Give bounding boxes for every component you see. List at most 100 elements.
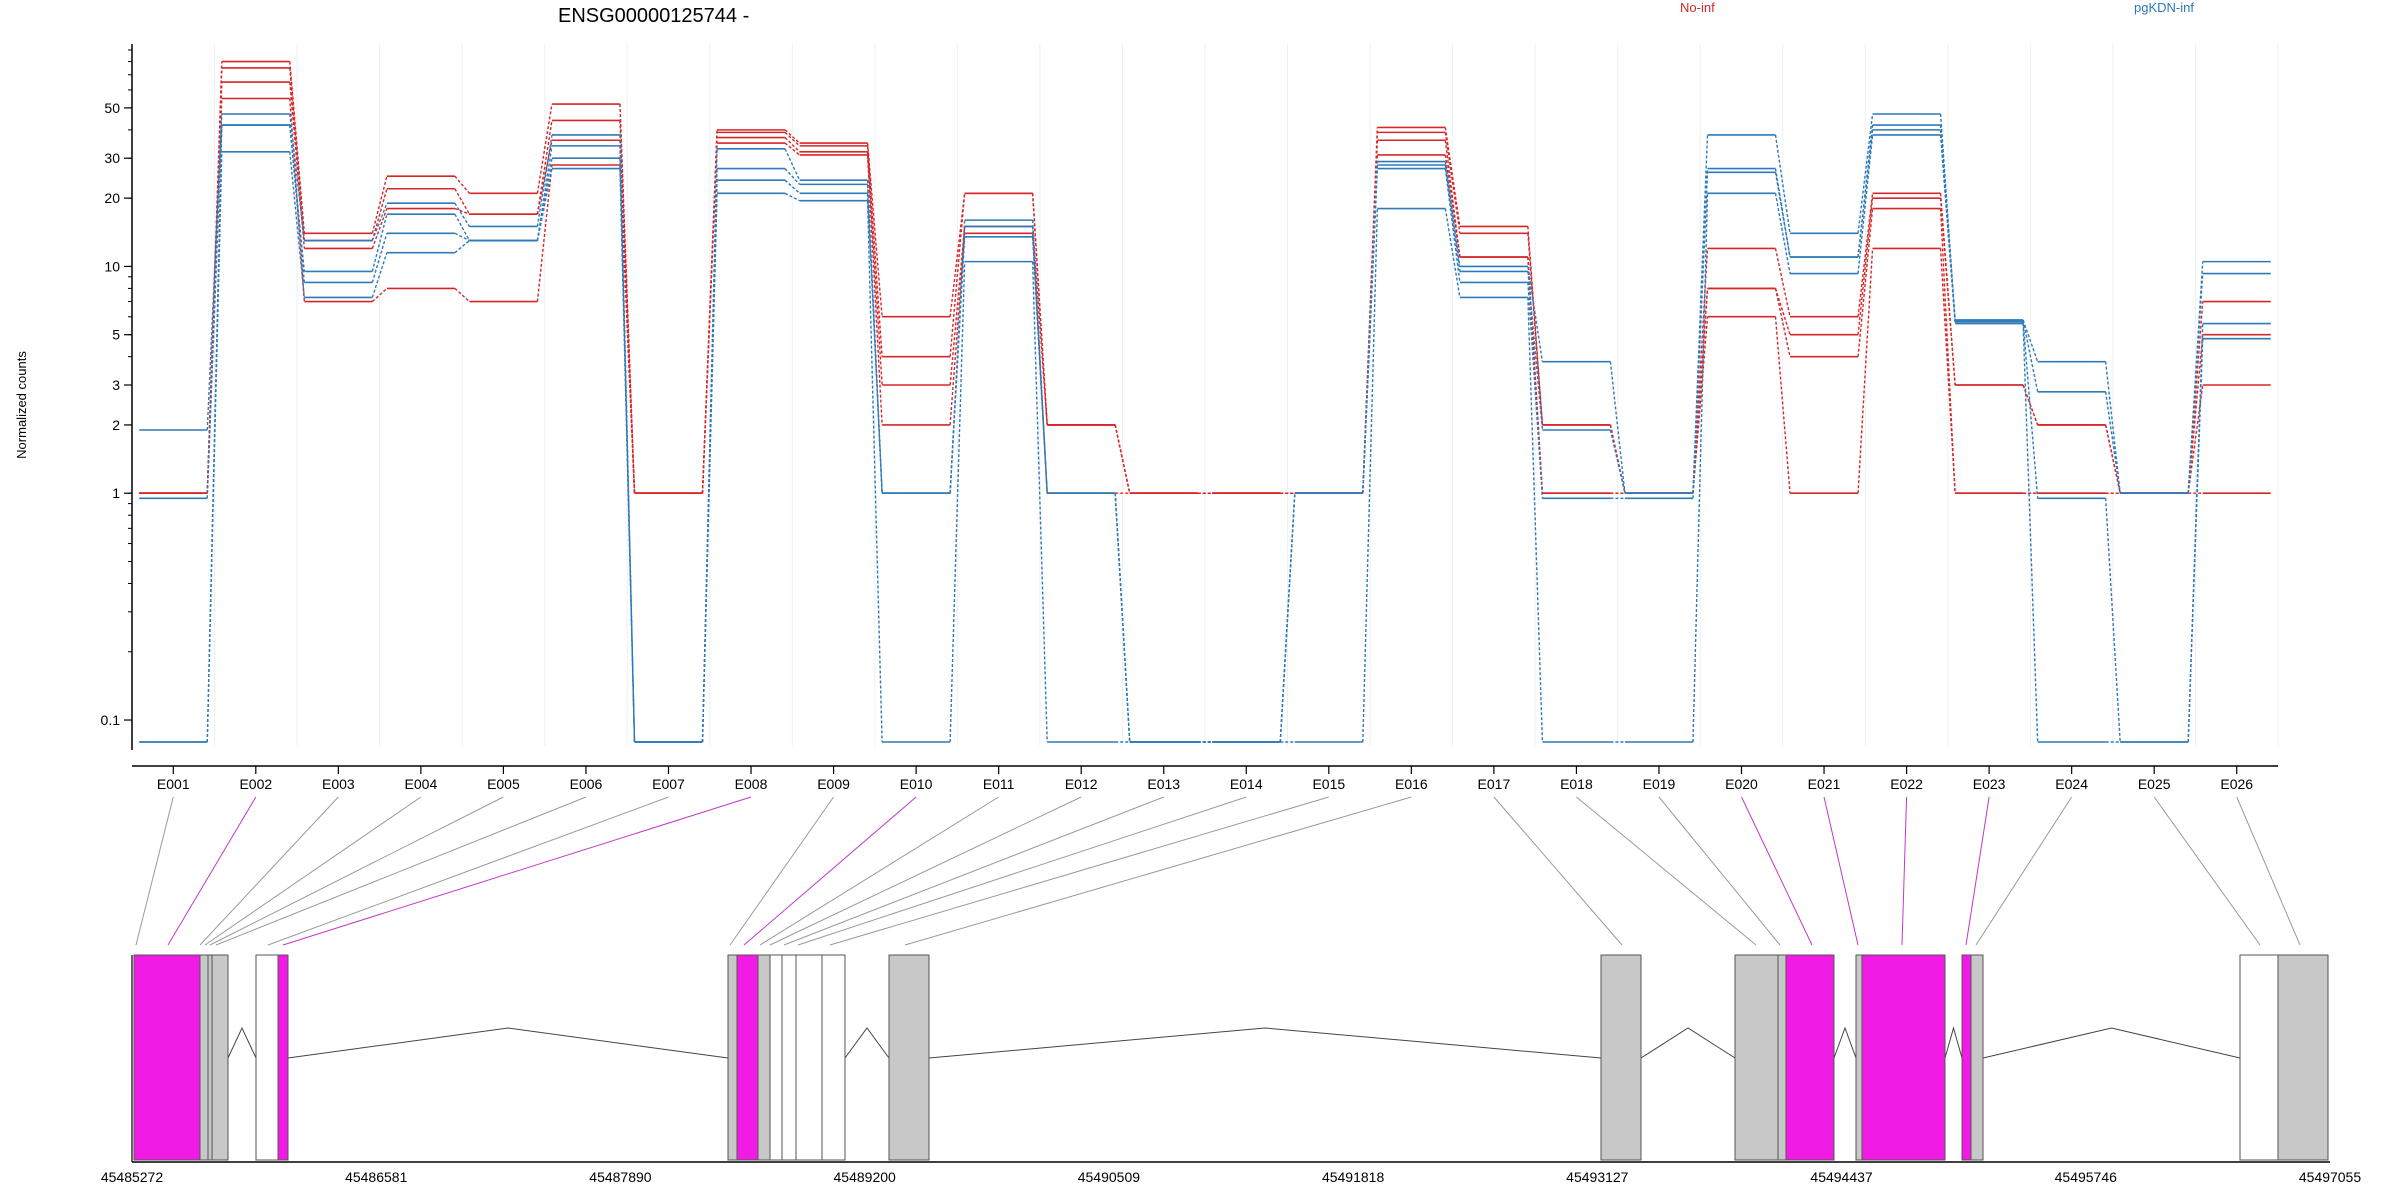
series-connector [1114, 493, 1131, 743]
series-connector [701, 193, 718, 743]
series-connector [1939, 134, 1956, 324]
exon-box [133, 954, 201, 1161]
exon-box [207, 954, 213, 1161]
exon-box [736, 954, 759, 1161]
series-connector [2022, 319, 2039, 362]
series-connector [784, 179, 801, 194]
series-connector [536, 103, 553, 194]
series-connector [1939, 198, 1956, 386]
series-connector [1444, 154, 1461, 258]
coordinate-tick-label: 45491818 [1322, 1169, 1385, 1185]
connector-e014 [797, 796, 1247, 946]
series-connector [536, 164, 553, 302]
series-connector [1774, 134, 1791, 234]
series-7 [139, 134, 2271, 743]
series-connector [206, 113, 223, 431]
series-connector [2187, 384, 2204, 494]
series-connector [866, 145, 883, 357]
connector-e006 [215, 796, 587, 946]
series-connector [289, 124, 306, 272]
x-tick-label-e011: E011 [983, 776, 1015, 792]
intron-line [844, 1027, 890, 1059]
series-connector [1031, 261, 1048, 743]
gene-model: 45485272 45486581 45487890 45489200 45490509… [101, 954, 2362, 1185]
series-connector [289, 67, 306, 241]
series-connector [454, 202, 471, 227]
exon-box [795, 954, 823, 1161]
exon-box [1785, 954, 1835, 1161]
series-connector [206, 151, 223, 743]
y-tick-label: 50 [104, 100, 120, 116]
coordinate-tick-label: 45497055 [2299, 1169, 2362, 1185]
series-connector [1279, 493, 1296, 743]
y-tick-label: 10 [104, 258, 120, 274]
series-connector [1857, 198, 1874, 335]
series-connector [866, 200, 883, 743]
legend-label-no-inf: No-inf [1680, 0, 1715, 15]
y-tick-label: 30 [104, 150, 120, 166]
intron-line [287, 1027, 729, 1059]
series-connector [2187, 338, 2204, 743]
series-connector [536, 134, 553, 227]
y-tick-label: 1 [112, 485, 120, 501]
connector-e026 [2236, 796, 2301, 946]
connector-e015 [829, 796, 1329, 946]
series-connector [1857, 193, 1874, 317]
series-connector [1444, 132, 1461, 234]
exon-box [1734, 954, 1779, 1161]
series-connector [289, 81, 306, 249]
series-connector [2104, 361, 2121, 494]
chart-title: ENSG00000125744 - [558, 5, 749, 27]
series-connector [1857, 113, 1874, 234]
x-tick-label-e007: E007 [652, 776, 685, 792]
series-connector [2022, 319, 2039, 392]
x-tick-label-e015: E015 [1312, 776, 1345, 792]
series-connector [784, 192, 800, 202]
exon-box [781, 954, 797, 1161]
series-connector [371, 252, 388, 298]
x-tick-label-e024: E024 [2055, 776, 2088, 792]
series-connector [784, 148, 801, 181]
series-connector [1444, 168, 1461, 283]
series-connector [2022, 321, 2039, 499]
x-tick-label-e020: E020 [1725, 776, 1758, 792]
exon-connector-lines [135, 796, 2301, 946]
series-connector [784, 137, 801, 153]
connector-e024 [1975, 796, 2073, 946]
exon-box [1600, 954, 1642, 1161]
series-connector [1031, 226, 1048, 425]
connector-e019 [1658, 796, 1781, 946]
x-tick-label-e013: E013 [1147, 776, 1180, 792]
series-connector [866, 154, 883, 425]
series-connector [454, 232, 470, 242]
connector-e021 [1823, 796, 1859, 946]
exon-box [821, 954, 846, 1161]
series-connector [454, 287, 470, 303]
x-tick-label-e022: E022 [1890, 776, 1923, 792]
series-connector [784, 142, 801, 156]
connector-e009 [729, 796, 834, 946]
connector-e016 [904, 796, 1412, 946]
series-connector [1774, 316, 1791, 494]
series-connector [1031, 193, 1048, 425]
connector-e020 [1741, 796, 1813, 946]
vertical-grid [131, 44, 2279, 746]
series-connector [289, 151, 306, 298]
x-tick-label-e019: E019 [1643, 776, 1676, 792]
coordinate-tick-label: 45489200 [834, 1169, 897, 1185]
series-connector [454, 213, 471, 241]
x-tick-label-e001: E001 [157, 776, 190, 792]
x-tick-label-e009: E009 [817, 776, 850, 792]
series-connector [454, 175, 470, 194]
series-connector [1609, 424, 1626, 494]
coordinate-tick-label: 45493127 [1566, 1169, 1629, 1185]
series-connector [454, 207, 470, 215]
connector-e008 [282, 796, 752, 946]
series-connector [1527, 297, 1544, 743]
exon-box [888, 954, 930, 1161]
x-tick-label-e025: E025 [2138, 776, 2171, 792]
connector-e022 [1901, 796, 1908, 946]
series-connector [1527, 233, 1544, 426]
y-axis-label: Normalized counts [14, 351, 29, 459]
series-connector [2187, 273, 2204, 494]
